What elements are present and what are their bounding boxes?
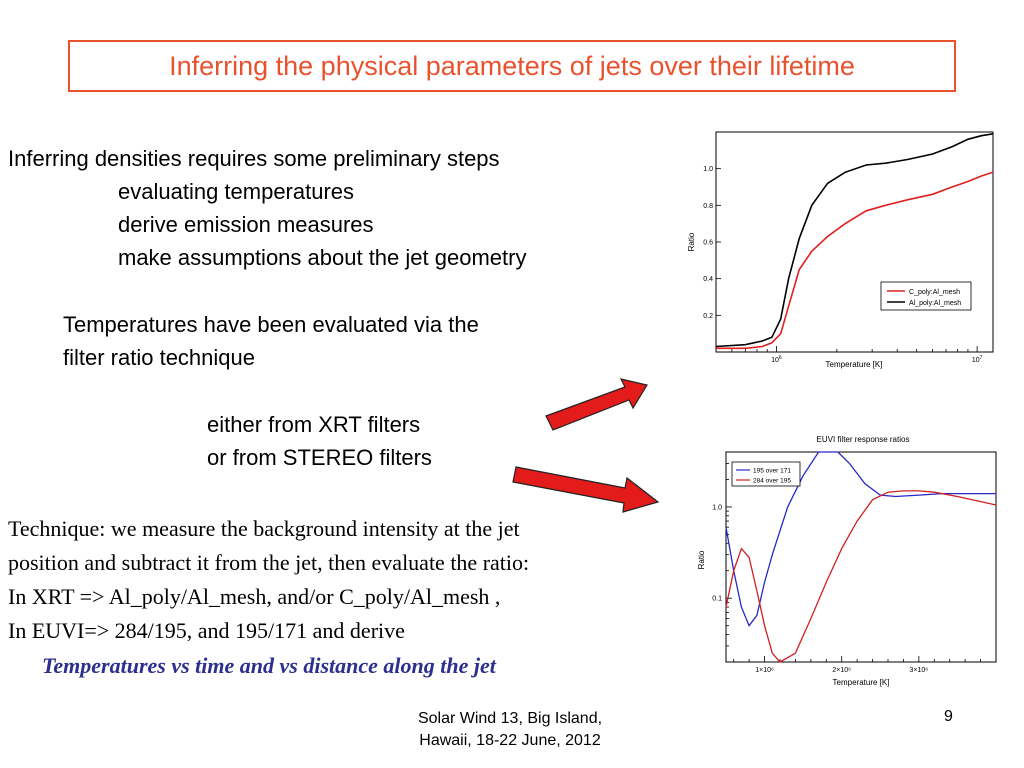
footer-line-1: Solar Wind 13, Big Island, bbox=[417, 710, 603, 727]
y-tick-label: 0.1 bbox=[712, 596, 722, 603]
footer: Solar Wind 13, Big Island, Hawaii, 18-22… bbox=[380, 708, 640, 752]
technique-line-3: In XRT => Al_poly/Al_mesh, and/or C_poly… bbox=[8, 584, 501, 609]
chart-title: EUVI filter response ratios bbox=[817, 435, 910, 444]
y-tick-label: 0.4 bbox=[703, 276, 713, 283]
page-number: 9 bbox=[944, 708, 953, 725]
title-box: Inferring the physical parameters of jet… bbox=[68, 40, 956, 92]
legend-entry-1: Al_poly:Al_mesh bbox=[909, 300, 961, 307]
technique-emphasis: Temperatures vs time and vs distance alo… bbox=[42, 653, 496, 678]
x-tick-label: 1×10⁶ bbox=[755, 667, 774, 674]
arrow-to-euvi-plot bbox=[512, 466, 660, 513]
intro-heading: Inferring densities requires some prelim… bbox=[8, 146, 500, 171]
x-tick-label: 2×10⁶ bbox=[832, 667, 851, 674]
technique-line-4: In EUVI=> 284/195, and 195/171 and deriv… bbox=[8, 618, 405, 643]
option-xrt: either from XRT filters bbox=[207, 412, 421, 437]
y-tick-label: 0.2 bbox=[703, 313, 713, 320]
series-line-1 bbox=[725, 490, 997, 663]
legend: 195 over 171 284 over 195 bbox=[731, 461, 801, 487]
technique-line-2: position and subtract it from the jet, t… bbox=[8, 550, 530, 575]
x-tick-label: 3×10⁶ bbox=[910, 667, 929, 674]
legend-entry-0: 195 over 171 bbox=[753, 468, 791, 475]
x-tick-label: 107 bbox=[972, 355, 983, 364]
euvi-ratio-chart: EUVI filter response ratios Ratio Temper… bbox=[697, 435, 997, 687]
arrow-to-xrt-plot bbox=[545, 378, 648, 431]
y-tick-label: 0.6 bbox=[703, 240, 713, 247]
option-stereo: or from STEREO filters bbox=[207, 445, 432, 470]
xrt-ratio-chart: Ratio Temperature [K] 0.2 0.4 0.6 0.8 1.0 10… bbox=[687, 131, 994, 369]
footer-line-2: Hawaii, 18-22 June, 2012 bbox=[419, 732, 601, 749]
plot-frame bbox=[715, 131, 994, 353]
y-axis-label: Ratio bbox=[687, 232, 696, 251]
series-line-0 bbox=[725, 451, 996, 628]
y-tick-label: 1.0 bbox=[712, 504, 722, 511]
filter-ratio-line-2: filter ratio technique bbox=[63, 345, 255, 370]
step-1: evaluating temperatures bbox=[118, 179, 355, 204]
legend-entry-0: C_poly:Al_mesh bbox=[909, 289, 960, 296]
technique-line-1: Technique: we measure the background int… bbox=[8, 516, 520, 541]
x-tick-label: 106 bbox=[771, 355, 782, 364]
step-3: make assumptions about the jet geometry bbox=[118, 245, 527, 270]
filter-ratio-line-1: Temperatures have been evaluated via the bbox=[63, 312, 479, 337]
series-line-0 bbox=[716, 171, 994, 350]
x-axis-label: Temperature [K] bbox=[833, 678, 890, 687]
y-tick-label: 1.0 bbox=[703, 166, 713, 173]
x-axis-label: Temperature [K] bbox=[826, 360, 883, 369]
step-2: derive emission measures bbox=[118, 212, 374, 237]
slide-title: Inferring the physical parameters of jet… bbox=[169, 50, 855, 81]
series-line-1 bbox=[715, 133, 994, 348]
legend-entry-1: 284 over 195 bbox=[753, 478, 791, 485]
y-tick-label: 0.8 bbox=[703, 203, 713, 210]
legend: C_poly:Al_mesh Al_poly:Al_mesh bbox=[880, 281, 972, 311]
y-axis-label: Ratio bbox=[697, 550, 706, 569]
